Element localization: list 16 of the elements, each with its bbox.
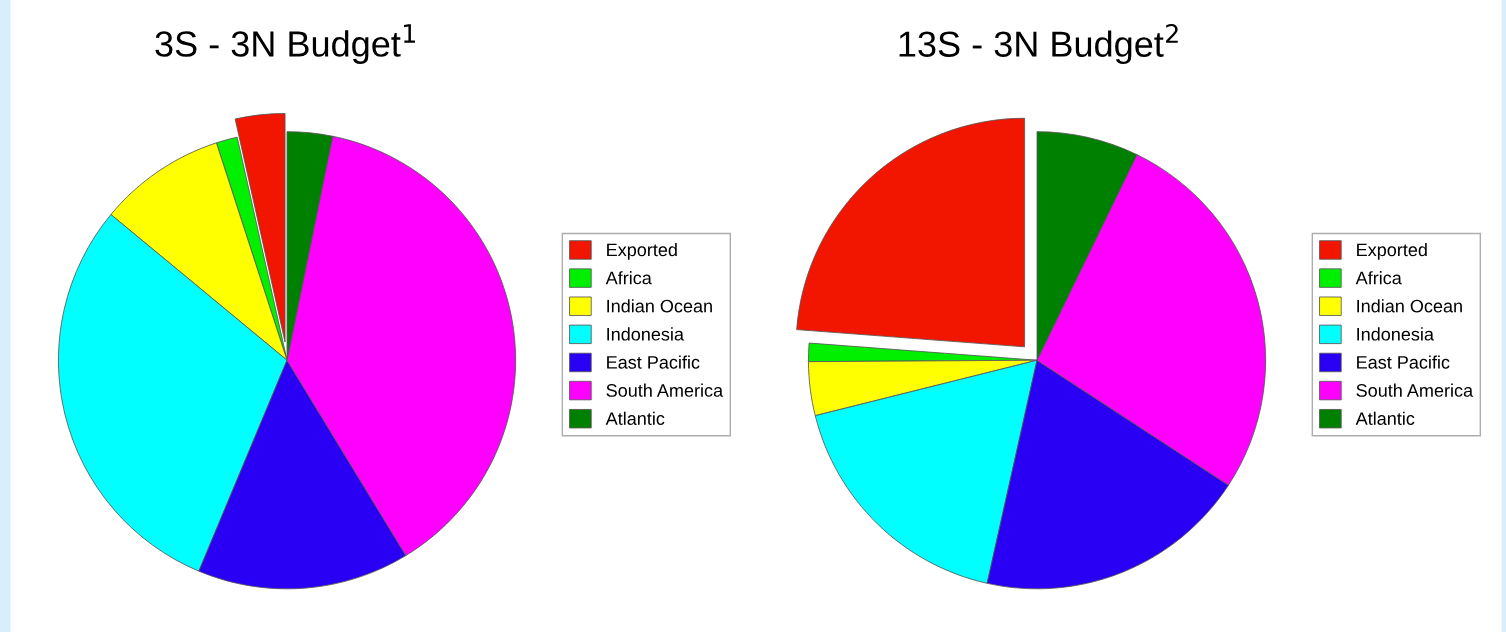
legend-label: East Pacific — [607, 355, 700, 369]
legend-label: Indian Ocean — [607, 299, 712, 313]
chart-title: 13S - 3N Budget$^{2}$ — [899, 24, 1178, 65]
legend-label: Indonesia — [1357, 327, 1434, 341]
legend-label: Atlantic — [605, 411, 665, 425]
legend-label: Africa — [1355, 271, 1402, 285]
legend-label: Exported — [1357, 242, 1427, 260]
legend-label: South America — [606, 383, 724, 397]
legend-label: Indonesia — [607, 327, 684, 341]
legend-label: East Pacific — [1357, 355, 1450, 369]
legend-label: Indian Ocean — [1357, 299, 1462, 313]
legend-label: Atlantic — [1355, 411, 1415, 425]
legend-label: Africa — [605, 271, 652, 285]
legend-label: Exported — [607, 242, 677, 260]
chart-title: 3S - 3N Budget$^{1}$ — [155, 24, 415, 64]
legend-label: South America — [1356, 383, 1474, 397]
